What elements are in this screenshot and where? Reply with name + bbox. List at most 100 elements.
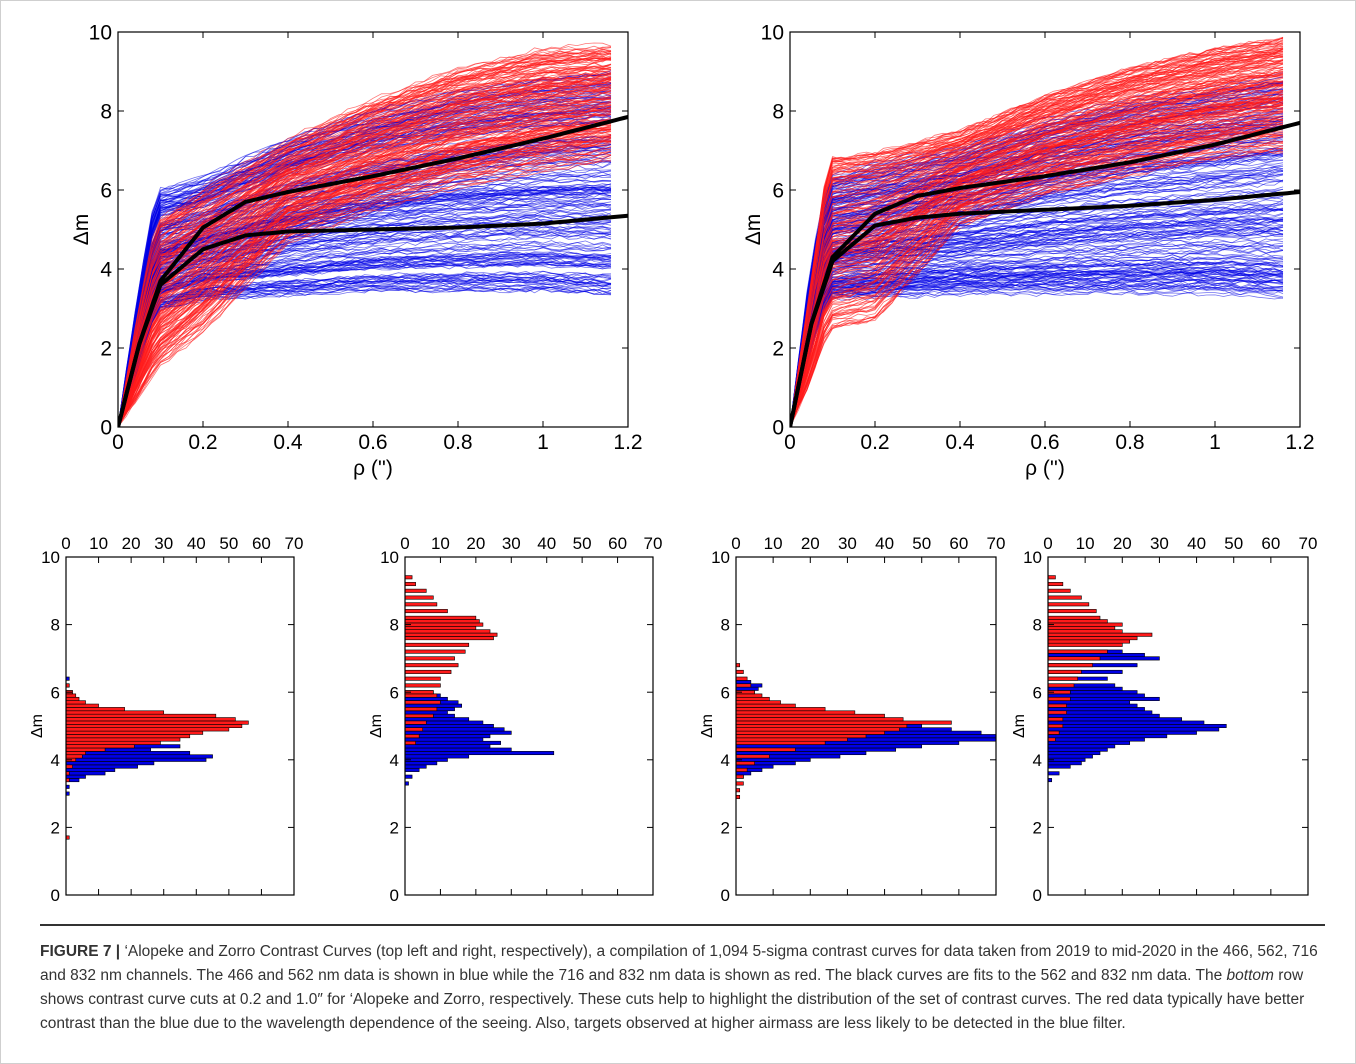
blue-contrast-curve: [790, 273, 1284, 427]
blue-contrast-curve: [790, 285, 1284, 427]
blue-histogram-bar: [405, 717, 470, 722]
y-tick-label: 10: [89, 22, 112, 45]
x-tick-label: 40: [537, 534, 556, 553]
red-contrast-curve: [790, 49, 1284, 427]
red-histogram-bar: [1048, 696, 1071, 701]
blue-contrast-curve: [790, 277, 1284, 427]
red-histogram-bar: [736, 754, 770, 759]
red-contrast-curve: [118, 73, 612, 427]
y-tick-label: 2: [772, 338, 784, 361]
blue-contrast-curve: [790, 282, 1284, 427]
blue-contrast-curve: [790, 277, 1284, 427]
x-tick-label: 60: [608, 534, 627, 553]
blue-contrast-curve: [118, 186, 612, 427]
red-histogram-bar: [66, 713, 217, 718]
red-histogram-bar: [66, 720, 249, 725]
blue-contrast-curve: [790, 290, 1284, 427]
red-contrast-curve: [118, 97, 612, 427]
y-tick-label: 2: [51, 819, 60, 838]
blue-contrast-curve: [118, 285, 612, 427]
blue-contrast-curve: [118, 285, 612, 427]
blue-contrast-curve: [790, 282, 1284, 427]
y-tick-label: 8: [1033, 616, 1042, 635]
red-contrast-curve: [790, 106, 1284, 427]
red-contrast-curve: [790, 83, 1284, 427]
blue-contrast-curve: [790, 204, 1284, 427]
caption-text-2: row shows contrast curve cuts at 0.2 and…: [40, 967, 1305, 1032]
red-histogram-bar: [405, 649, 466, 654]
blue-histogram-bar: [736, 686, 759, 691]
red-histogram-bar: [1048, 724, 1064, 728]
blue-histogram-bar: [66, 757, 207, 762]
x-tick-label: 60: [1261, 534, 1280, 553]
red-histogram-bar: [405, 669, 452, 674]
red-histogram-bar: [66, 764, 73, 769]
y-tick-label: 8: [100, 101, 112, 124]
red-histogram-bar: [66, 727, 230, 732]
blue-contrast-curve: [790, 278, 1284, 427]
red-histogram-bar: [405, 720, 427, 725]
y-axis-label: Δm: [368, 714, 385, 738]
red-histogram-bar: [736, 740, 826, 745]
blue-contrast-curve: [790, 266, 1284, 427]
blue-contrast-curve: [790, 242, 1284, 427]
x-tick-label: 10: [764, 534, 783, 553]
red-contrast-curve: [790, 59, 1284, 427]
blue-contrast-curve: [790, 133, 1284, 427]
red-histogram-bar: [736, 767, 748, 772]
blue-histogram-bar: [1048, 764, 1071, 769]
red-contrast-curve: [118, 157, 612, 427]
red-histogram-bar: [1048, 575, 1056, 580]
y-tick-label: 6: [772, 180, 784, 203]
red-histogram-bar: [66, 730, 204, 735]
blue-contrast-curve: [118, 101, 612, 427]
red-contrast-curve: [118, 58, 612, 427]
red-contrast-curve: [118, 135, 612, 427]
red-histogram-bar: [736, 713, 885, 718]
red-contrast-curve: [790, 119, 1284, 427]
red-contrast-curve: [118, 103, 612, 427]
x-tick-label: 50: [219, 534, 238, 553]
axes-frame: [65, 556, 295, 896]
red-contrast-curve: [790, 104, 1284, 427]
blue-histogram-bar: [736, 751, 867, 756]
blue-contrast-curve: [790, 227, 1284, 427]
x-tick-label: 30: [838, 534, 857, 553]
y-tick-label: 10: [1023, 548, 1042, 567]
red-contrast-curve: [118, 57, 612, 427]
red-contrast-curve: [118, 120, 612, 427]
blue-contrast-curve: [790, 271, 1284, 427]
x-tick-label: 70: [644, 534, 663, 553]
blue-contrast-curve: [118, 185, 612, 427]
red-histogram-bar: [405, 575, 413, 580]
y-axis-label: Δm: [1011, 714, 1028, 738]
red-contrast-curve: [118, 45, 612, 427]
red-contrast-curve: [790, 43, 1284, 427]
x-tick-label: 30: [154, 534, 173, 553]
red-histogram-bar: [1048, 588, 1071, 593]
red-histogram-bar: [736, 761, 755, 766]
blue-histogram-bar: [1048, 693, 1145, 698]
red-contrast-curve: [790, 102, 1284, 427]
fit-curve-2: [790, 190, 1300, 427]
blue-histogram-bar: [405, 751, 555, 756]
y-tick-label: 8: [51, 616, 60, 635]
x-tick-label: 0.6: [1030, 431, 1059, 454]
plot-area: [1048, 575, 1227, 783]
x-tick-label: 40: [1187, 534, 1206, 553]
blue-histogram-bar: [1048, 717, 1183, 722]
red-histogram-bar: [405, 693, 438, 698]
blue-histogram-bar: [66, 784, 70, 789]
blue-contrast-curve: [118, 95, 612, 427]
red-histogram-bar: [66, 740, 161, 745]
blue-contrast-curve: [790, 261, 1284, 427]
red-histogram-bar: [736, 663, 741, 668]
x-tick-label: 50: [1224, 534, 1243, 553]
red-histogram-bar: [405, 615, 477, 620]
blue-histogram-bar: [1048, 713, 1160, 718]
y-tick-label: 0: [100, 417, 112, 440]
blue-contrast-curve: [790, 285, 1284, 427]
blue-histogram-bar: [405, 703, 462, 708]
